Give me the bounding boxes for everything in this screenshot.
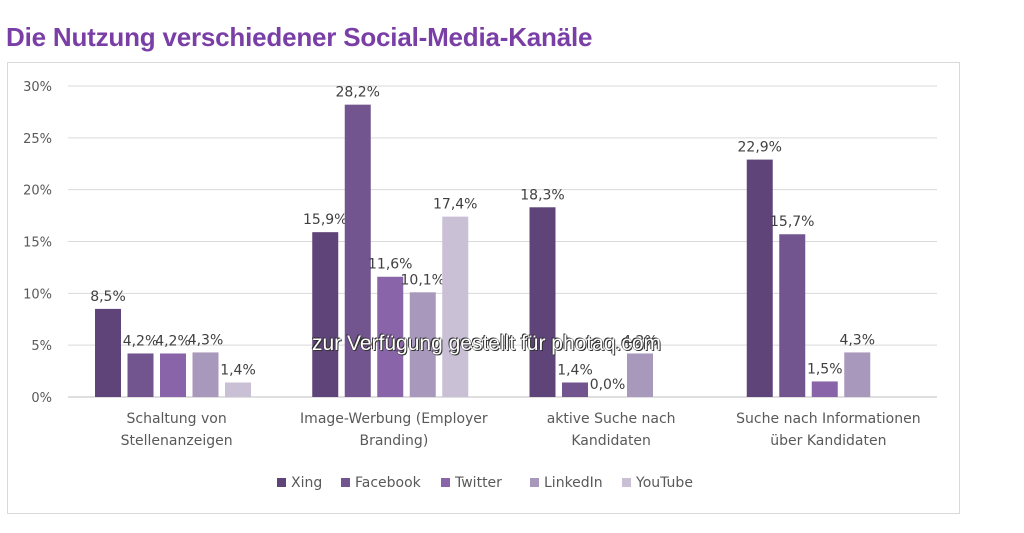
y-tick-label: 10% bbox=[23, 287, 52, 302]
data-label: 4,3% bbox=[188, 332, 224, 348]
bar bbox=[844, 352, 871, 397]
legend-entry: LinkedIn bbox=[544, 475, 603, 491]
chart-frame bbox=[7, 62, 960, 514]
chart-title: Die Nutzung verschiedener Social-Media-K… bbox=[6, 22, 593, 52]
data-label: 28,2% bbox=[336, 85, 380, 101]
x-tick-label: Image-Werbung (Employer bbox=[300, 411, 488, 427]
bar bbox=[779, 234, 806, 397]
legend-swatch bbox=[622, 478, 631, 487]
data-label: 11,6% bbox=[368, 257, 412, 273]
data-label: 22,9% bbox=[738, 140, 782, 156]
x-tick-label: aktive Suche nach bbox=[547, 411, 676, 427]
data-label: 8,5% bbox=[90, 289, 126, 305]
legend-swatch bbox=[530, 478, 539, 487]
x-tick-label: Branding) bbox=[359, 433, 428, 449]
bar bbox=[562, 382, 588, 397]
data-label: 15,7% bbox=[770, 214, 814, 230]
watermark-text: zur Verfügung gestellt für photaq.com bbox=[312, 332, 662, 355]
bar bbox=[127, 353, 154, 397]
legend-entry: Xing bbox=[291, 475, 322, 491]
bar bbox=[529, 207, 556, 397]
data-label: 1,4% bbox=[557, 362, 593, 378]
x-tick-label: Kandidaten bbox=[571, 433, 651, 449]
y-tick-label: 5% bbox=[31, 339, 52, 354]
legend-entry: Facebook bbox=[355, 475, 422, 491]
bar bbox=[409, 292, 436, 397]
y-tick-label: 0% bbox=[31, 391, 52, 406]
bar bbox=[442, 216, 469, 397]
legend-swatch bbox=[441, 478, 450, 487]
bar bbox=[312, 232, 339, 397]
y-tick-label: 15% bbox=[23, 236, 52, 251]
x-tick-label: Suche nach Informationen bbox=[736, 411, 920, 427]
bar bbox=[746, 159, 773, 397]
bar bbox=[627, 353, 653, 397]
data-label: 4,2% bbox=[123, 333, 159, 349]
x-tick-label: Schaltung von bbox=[127, 411, 227, 427]
x-tick-label: über Kandidaten bbox=[770, 433, 886, 449]
legend-swatch bbox=[341, 478, 350, 487]
data-label: 10,1% bbox=[401, 272, 445, 288]
data-label: 15,9% bbox=[303, 212, 347, 228]
x-tick-label: Stellenanzeigen bbox=[121, 433, 233, 449]
y-tick-label: 30% bbox=[23, 80, 52, 95]
bar bbox=[811, 381, 838, 397]
data-label: 18,3% bbox=[520, 187, 564, 203]
y-tick-label: 20% bbox=[23, 184, 52, 199]
bar bbox=[377, 276, 404, 397]
data-label: 17,4% bbox=[433, 197, 477, 213]
data-label: 0,0% bbox=[590, 377, 626, 393]
legend-entry: YouTube bbox=[635, 475, 693, 491]
bar bbox=[95, 308, 121, 397]
bar bbox=[344, 104, 371, 397]
legend-swatch bbox=[277, 478, 286, 487]
data-label: 4,3% bbox=[839, 332, 875, 348]
data-label: 1,4% bbox=[220, 362, 256, 378]
data-label: 4,2% bbox=[155, 333, 191, 349]
bar bbox=[225, 382, 251, 397]
legend-entry: Twitter bbox=[454, 475, 502, 491]
data-label: 4,2% bbox=[622, 333, 658, 349]
bar bbox=[192, 352, 219, 397]
data-label: 1,5% bbox=[807, 361, 843, 377]
y-tick-label: 25% bbox=[23, 132, 52, 147]
bar bbox=[160, 353, 186, 397]
